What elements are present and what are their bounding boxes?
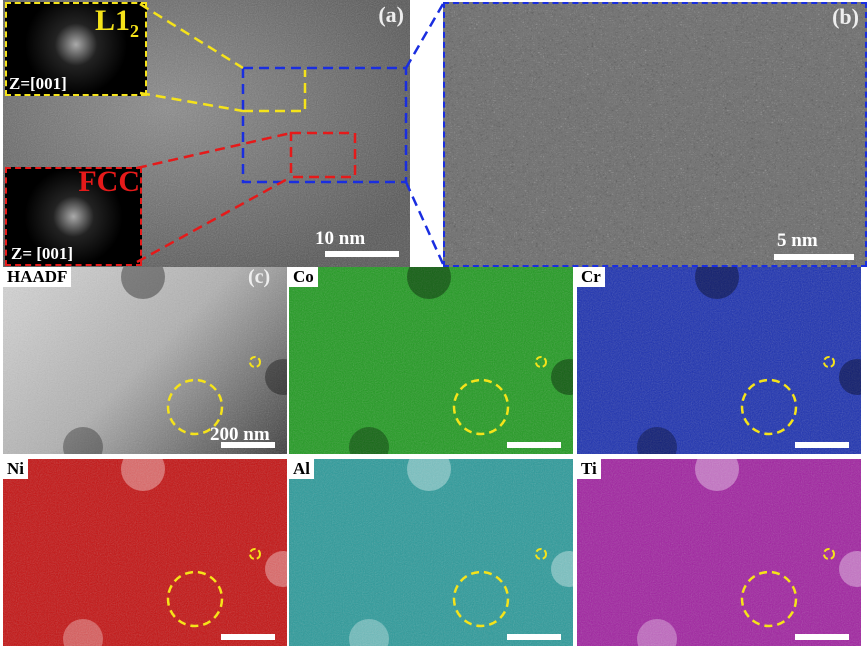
- highlight-circle-small: [823, 356, 835, 368]
- map-texture: [3, 267, 287, 454]
- map-texture: [577, 459, 861, 646]
- map-texture: [577, 267, 861, 454]
- panel-c-tag: (c): [248, 266, 271, 288]
- eds-map-cr: Cr: [577, 267, 861, 454]
- precipitate: [637, 619, 677, 646]
- precipitate: [551, 359, 573, 395]
- highlight-circle: [740, 378, 798, 436]
- highlight-circle-small: [249, 356, 261, 368]
- panel-b-lattice: (b) 5 nm: [443, 2, 867, 267]
- highlight-circle-small: [535, 356, 547, 368]
- lattice-texture: [445, 4, 865, 265]
- highlight-circle: [166, 378, 224, 436]
- eds-map-co: Co: [289, 267, 573, 454]
- map-label: Co: [289, 267, 318, 287]
- precipitate: [63, 427, 103, 454]
- phase-label-fcc: FCC: [78, 165, 140, 198]
- map-texture: [289, 267, 573, 454]
- precipitate: [637, 427, 677, 454]
- map-label: Ni: [3, 459, 28, 479]
- scale-bar: [221, 634, 275, 640]
- highlight-circle: [452, 570, 510, 628]
- highlight-circle-small: [535, 548, 547, 560]
- scale-bar-label: 5 nm: [777, 230, 818, 251]
- zone-axis-label: Z= [001]: [11, 244, 74, 263]
- precipitate: [695, 459, 739, 491]
- precipitate: [839, 551, 861, 587]
- inset-l12-fft: L12 Z=[001]: [5, 2, 147, 96]
- scale-bar: [221, 442, 275, 448]
- inset-fcc-fft: FCC Z= [001]: [5, 165, 142, 266]
- map-texture: [3, 459, 287, 646]
- precipitate: [407, 459, 451, 491]
- map-texture: [289, 459, 573, 646]
- precipitate: [349, 427, 389, 454]
- scale-bar-label: 200 nm: [210, 424, 270, 445]
- highlight-circle: [166, 570, 224, 628]
- precipitate: [407, 267, 451, 299]
- scale-bar-label: 10 nm: [315, 228, 366, 249]
- scale-bar: [507, 634, 561, 640]
- precipitate: [63, 619, 103, 646]
- scale-bar: [774, 254, 854, 260]
- map-label: Ti: [577, 459, 601, 479]
- eds-map-haadf: HAADF: [3, 267, 287, 454]
- highlight-circle: [740, 570, 798, 628]
- scale-bar: [795, 442, 849, 448]
- precipitate: [121, 459, 165, 491]
- precipitate: [121, 267, 165, 299]
- highlight-circle-small: [249, 548, 261, 560]
- zone-axis-label: Z=[001]: [9, 74, 67, 93]
- panel-a-tag: (a): [378, 2, 404, 27]
- map-label: Cr: [577, 267, 605, 287]
- map-label: HAADF: [3, 267, 72, 287]
- phase-label-l12: L12: [94, 4, 139, 41]
- eds-map-al: Al: [289, 459, 573, 646]
- precipitate: [265, 359, 287, 395]
- eds-map-ti: Ti: [577, 459, 861, 646]
- highlight-circle-small: [823, 548, 835, 560]
- precipitate: [551, 551, 573, 587]
- precipitate: [695, 267, 739, 299]
- highlight-circle: [452, 378, 510, 436]
- scale-bar: [507, 442, 561, 448]
- map-label: Al: [289, 459, 314, 479]
- precipitate: [839, 359, 861, 395]
- precipitate: [349, 619, 389, 646]
- eds-map-ni: Ni: [3, 459, 287, 646]
- panel-b-tag: (b): [832, 4, 859, 29]
- scale-bar: [795, 634, 849, 640]
- scale-bar: [325, 251, 399, 257]
- precipitate: [265, 551, 287, 587]
